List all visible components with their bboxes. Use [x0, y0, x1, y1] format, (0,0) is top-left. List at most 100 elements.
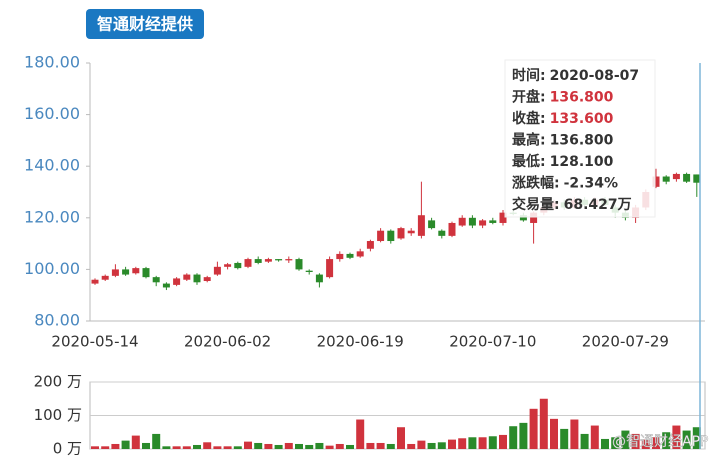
volume-bar [386, 443, 395, 449]
candle-body [173, 278, 181, 285]
candle-body [183, 274, 191, 280]
candle-body [224, 264, 232, 267]
candle-body [234, 262, 242, 269]
volume-bar [427, 442, 436, 449]
volume-bar [264, 443, 273, 449]
volume-bar [672, 425, 681, 449]
candle-body [285, 259, 293, 261]
candle-body [244, 259, 252, 267]
volume-bar [274, 444, 283, 449]
candle-body [122, 269, 130, 275]
x-tick-label: 2020-06-02 [184, 333, 271, 351]
volume-bar [91, 446, 99, 449]
volume-bar [662, 432, 671, 449]
candle-body [275, 259, 283, 261]
candle-body [448, 222, 456, 236]
volume-bar [692, 427, 701, 449]
volume-bar [407, 443, 416, 449]
candle-body [356, 251, 364, 257]
x-tick-label: 2020-05-14 [51, 333, 138, 351]
volume-bar [621, 430, 630, 449]
volume-bar [570, 419, 579, 449]
candle-body [672, 173, 680, 180]
volume-bar [611, 437, 620, 449]
volume-bar [335, 443, 344, 449]
volume-bar [468, 437, 477, 449]
candle-body [397, 228, 405, 239]
y-tick-label: 180.00 [24, 53, 80, 72]
volume-bar [529, 408, 538, 449]
volume-bar [325, 445, 334, 449]
tooltip-value: 136.800 [550, 90, 614, 106]
volume-bar [437, 442, 446, 449]
y-tick-label: 120.00 [24, 207, 80, 226]
candle-body [264, 259, 272, 262]
candle-body [213, 266, 221, 275]
volume-bar [499, 434, 507, 449]
tooltip-label: 时间: [512, 67, 546, 84]
volume-bar [601, 438, 609, 449]
volume-bar [203, 442, 212, 449]
x-tick-label: 2020-07-10 [449, 333, 536, 351]
volume-bar [356, 419, 365, 449]
candle-body [315, 274, 323, 283]
volume-bar [142, 442, 150, 449]
tooltip-value: 133.600 [550, 111, 614, 127]
y-tick-label: 160.00 [24, 104, 80, 123]
volume-bar [182, 446, 191, 449]
candle-body [489, 220, 497, 223]
candle-body [377, 230, 385, 242]
volume-bar [233, 446, 242, 449]
volume-bar [346, 444, 354, 449]
candle-body [162, 283, 170, 288]
x-tick-label: 2020-07-29 [582, 333, 669, 351]
candle-body [693, 174, 701, 183]
volume-bar [488, 436, 497, 449]
candle-body [519, 215, 527, 221]
candle-body [417, 215, 425, 236]
volume-bar [131, 435, 140, 449]
tooltip-value: 2020-08-07 [550, 68, 640, 84]
candle-body [479, 220, 487, 226]
volume-bar [580, 433, 589, 449]
badge-bg [86, 9, 204, 39]
tooltip-row: 开盘: 136.800 [512, 89, 614, 106]
candle-body [152, 277, 160, 283]
volume-bar [101, 446, 110, 449]
volume-bar [652, 437, 660, 449]
volume-bar [152, 433, 161, 449]
tooltip-row: 交易量: 68.427万 [512, 196, 632, 213]
candle-body [142, 268, 150, 278]
tooltip-row: 收盘: 133.600 [512, 110, 614, 127]
y-tick-label: 80.00 [34, 311, 80, 330]
tooltip-label: 最低: [512, 153, 546, 170]
candle-body [295, 259, 303, 270]
x-tick-label: 2020-06-19 [317, 333, 404, 351]
volume-bar [478, 437, 487, 449]
candle-body [132, 268, 140, 274]
tooltip-row: 最低: 128.100 [512, 153, 614, 170]
volume-bar [397, 427, 405, 449]
volume-bar [162, 446, 171, 449]
volume-bar [417, 440, 426, 449]
tooltip-value: 136.800 [550, 133, 614, 149]
candle-body [499, 212, 507, 223]
candle-body [91, 279, 99, 284]
tooltip-value: -2.34% [564, 176, 618, 192]
candle-body [366, 241, 374, 249]
volume-bar [458, 438, 467, 449]
candle-body [254, 259, 262, 263]
candle-body [336, 253, 344, 260]
volume-bar [509, 426, 518, 449]
volume-bar [305, 444, 314, 449]
candle-body [346, 253, 354, 258]
tooltip-label: 交易量: [512, 196, 560, 213]
candle-body [203, 277, 211, 282]
y-tick-label: 100.00 [24, 259, 80, 278]
tooltip-row: 涨跌幅: -2.34% [512, 175, 618, 192]
volume-bar [244, 441, 252, 449]
candle-body [101, 275, 109, 280]
candle-body [458, 217, 466, 226]
volume-bar [172, 446, 181, 449]
